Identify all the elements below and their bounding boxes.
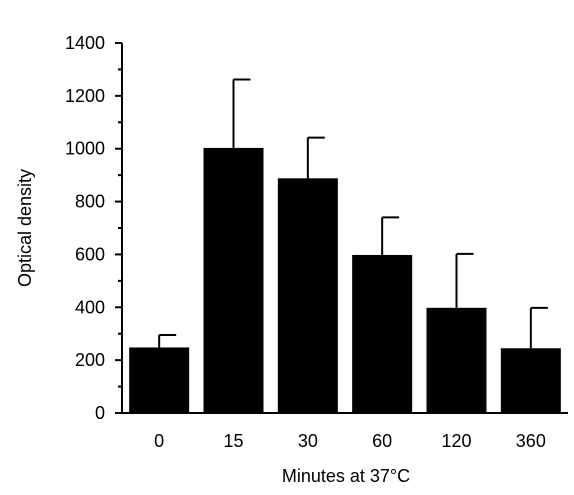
x-tick-labels: 0 15 30 60 120 360 [154,431,546,451]
y-axis-title: Optical density [15,169,35,287]
y-tick-label: 1400 [65,33,105,53]
y-tick-label: 1200 [65,86,105,106]
y-tick-label: 400 [75,297,105,317]
x-tick-label: 15 [223,431,243,451]
x-axis-title: Minutes at 37°C [282,466,410,486]
y-ticks: 0 200 400 600 800 1000 1200 1400 [65,33,122,423]
x-tick-label: 120 [441,431,471,451]
bar-0 [129,347,190,413]
x-tick-label: 0 [154,431,164,451]
x-tick-label: 60 [372,431,392,451]
bar-30 [277,178,338,413]
x-tick-label: 360 [516,431,546,451]
bar-120 [426,307,487,413]
bar-15 [203,147,264,413]
x-tick-label: 30 [298,431,318,451]
y-tick-label: 800 [75,192,105,212]
y-tick-label: 200 [75,350,105,370]
y-tick-label: 0 [95,403,105,423]
bar-60 [352,254,413,413]
bar-360 [500,348,561,413]
bars [129,147,561,413]
error-bars [158,78,548,349]
y-tick-label: 600 [75,244,105,264]
y-tick-label: 1000 [65,139,105,159]
